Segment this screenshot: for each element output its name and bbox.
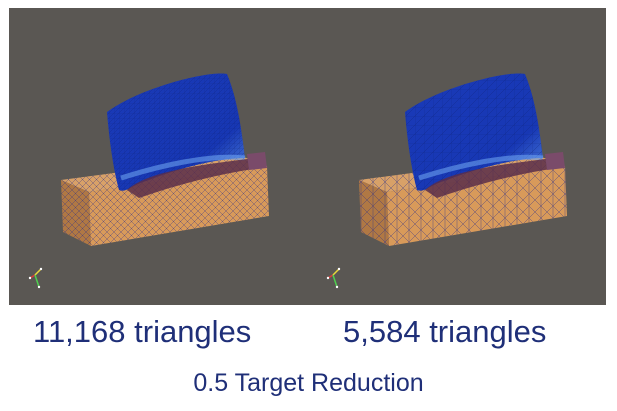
triangle-count-reduced: 5,584 triangles [343,314,547,349]
mesh-render-full[interactable] [9,8,309,305]
triangle-count-full: 11,168 triangles [33,314,252,349]
render-viewport[interactable] [9,8,606,305]
axes-orientation-icon [326,267,341,289]
mesh-render-reduced[interactable] [307,8,606,305]
target-reduction-caption: 0.5 Target Reduction [193,369,424,397]
axes-orientation-icon [28,267,43,289]
